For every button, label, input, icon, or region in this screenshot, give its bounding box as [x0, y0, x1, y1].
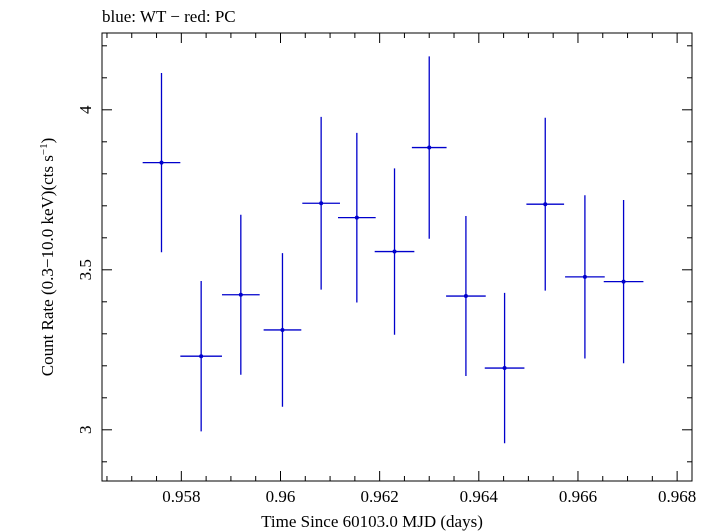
- data-point: [374, 168, 415, 335]
- data-point: [338, 132, 376, 303]
- data-point: [263, 253, 302, 407]
- point-marker: [543, 202, 548, 207]
- data-point: [565, 195, 605, 359]
- x-tick-label: 0.962: [361, 487, 399, 506]
- y-axis-ticks: 33.54: [76, 45, 692, 463]
- data-point: [142, 73, 181, 253]
- y-axis-label-close: ): [38, 138, 57, 144]
- x-tick-label: 0.958: [162, 487, 200, 506]
- point-marker: [502, 366, 507, 371]
- point-marker: [280, 327, 285, 332]
- data-point: [446, 216, 486, 377]
- x-tick-label: 0.964: [460, 487, 499, 506]
- y-axis-label-superscript: −1: [38, 143, 50, 155]
- x-tick-label: 0.966: [559, 487, 597, 506]
- y-tick-label: 3.5: [76, 259, 95, 280]
- data-point: [302, 116, 340, 290]
- x-tick-label: 0.96: [266, 487, 296, 506]
- point-marker: [621, 279, 626, 284]
- data-point: [180, 281, 222, 432]
- y-axis-label: Count Rate (0.3−10.0 keV)(cts s−1): [38, 138, 57, 377]
- data-point: [603, 200, 644, 364]
- point-marker: [582, 274, 587, 279]
- data-point: [484, 292, 525, 444]
- y-axis-label-main: Count Rate (0.3−10.0 keV)(cts s: [38, 155, 57, 376]
- point-marker: [427, 145, 432, 150]
- plot-frame: [101, 32, 693, 482]
- y-tick-label: 4: [76, 105, 95, 114]
- x-tick-label: 0.968: [658, 487, 696, 506]
- chart-title: blue: WT − red: PC: [102, 7, 236, 26]
- point-marker: [354, 215, 359, 220]
- point-marker: [159, 160, 164, 165]
- point-marker: [463, 294, 468, 299]
- data-point: [221, 214, 260, 375]
- x-axis-label: Time Since 60103.0 MJD (days): [261, 512, 483, 531]
- point-marker: [238, 292, 243, 297]
- x-axis-ticks: 0.958 0.96 0.962 0.964 0.966 0.968: [106, 33, 696, 506]
- data-point: [526, 117, 565, 291]
- y-tick-label: 3: [76, 426, 95, 435]
- point-marker: [199, 354, 204, 359]
- data-series: [142, 56, 644, 444]
- data-point: [411, 56, 447, 239]
- point-marker: [319, 201, 324, 206]
- point-marker: [392, 249, 397, 254]
